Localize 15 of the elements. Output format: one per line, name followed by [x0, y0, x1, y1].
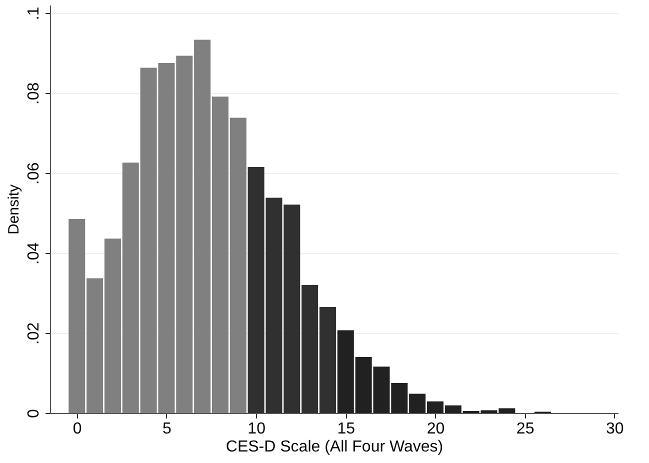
x-tick-label: 25 [516, 420, 534, 438]
y-tick-label: .04 [26, 242, 42, 265]
y-tick-label: .1 [26, 6, 42, 20]
x-tick-label: 15 [337, 420, 356, 438]
x-axis-title: CES-D Scale (All Four Waves) [226, 438, 444, 456]
x-tick-label: 20 [426, 420, 445, 438]
y-tick-label: .06 [26, 162, 42, 185]
x-tick-label: 10 [248, 420, 266, 438]
y-tick-label: .02 [26, 322, 42, 345]
x-tick-label: 5 [162, 420, 172, 438]
y-axis-title: Density [6, 184, 22, 235]
y-tick-label: 0 [26, 408, 42, 418]
y-tick-label: .08 [26, 82, 42, 105]
x-tick-label: 30 [606, 420, 624, 438]
x-tick-label: 0 [72, 420, 82, 438]
